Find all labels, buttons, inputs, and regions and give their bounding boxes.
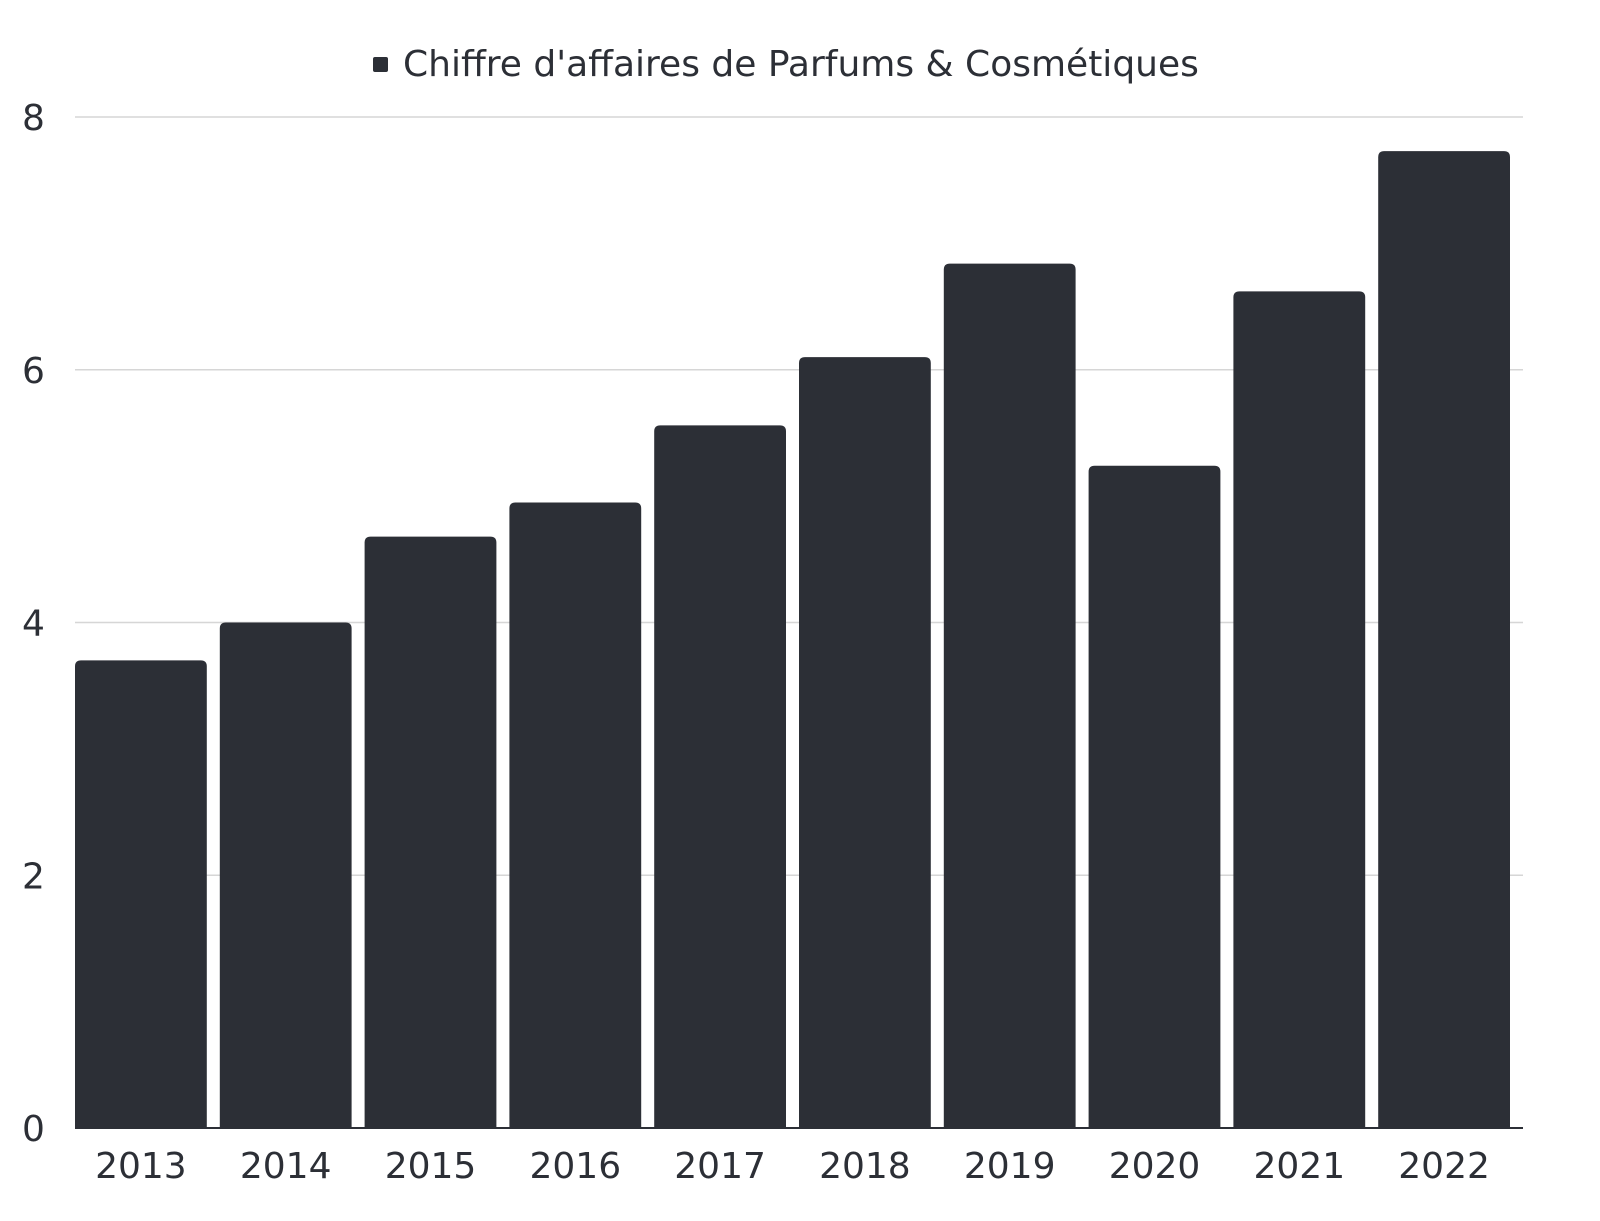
x-tick-label: 2020 — [1109, 1146, 1201, 1187]
x-tick-label: 2017 — [674, 1146, 766, 1187]
legend: Chiffre d'affaires de Parfums & Cosmétiq… — [373, 44, 1199, 85]
bar-2017 — [654, 425, 786, 1129]
y-tick-label: 4 — [22, 604, 45, 645]
x-tick-label: 2013 — [95, 1146, 187, 1187]
bar-2014 — [219, 622, 352, 1128]
bar-2018 — [799, 357, 931, 1128]
x-tick-label: 2016 — [529, 1146, 621, 1187]
bars — [75, 151, 1510, 1129]
bar-2013 — [75, 660, 207, 1128]
y-axis-ticks: 0 2 4 6 8 — [22, 98, 45, 1150]
legend-label: Chiffre d'affaires de Parfums & Cosmétiq… — [403, 44, 1199, 85]
y-tick-label: 6 — [22, 351, 45, 392]
x-tick-label: 2022 — [1398, 1146, 1490, 1187]
y-tick-label: 0 — [22, 1109, 45, 1150]
x-axis-ticks: 2013 2014 2015 2016 2017 2018 2019 2020 2021 2022 — [95, 1146, 1490, 1187]
x-tick-label: 2014 — [240, 1146, 332, 1187]
bar-2020 — [1088, 465, 1221, 1128]
x-tick-label: 2019 — [964, 1146, 1056, 1187]
bar-2022 — [1378, 151, 1510, 1129]
x-tick-label: 2018 — [819, 1146, 911, 1187]
bar-2015 — [364, 536, 497, 1128]
y-tick-label: 8 — [22, 98, 45, 139]
y-tick-label: 2 — [22, 856, 45, 897]
bar-2021 — [1233, 291, 1366, 1129]
bar-2016 — [509, 502, 642, 1129]
bar-2019 — [943, 263, 1076, 1129]
x-tick-label: 2021 — [1253, 1146, 1345, 1187]
x-tick-label: 2015 — [385, 1146, 477, 1187]
legend-swatch — [373, 57, 388, 72]
